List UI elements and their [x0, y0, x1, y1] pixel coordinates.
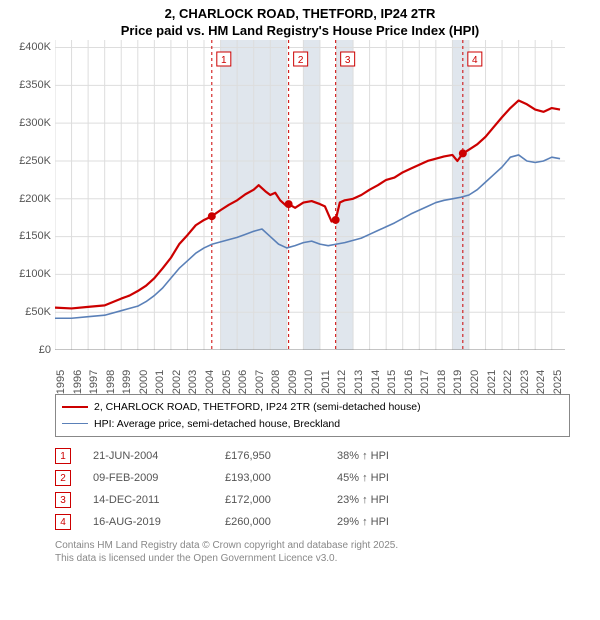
sale-row: 4 16-AUG-2019 £260,000 29% ↑ HPI [55, 511, 570, 533]
x-tick-label: 1997 [88, 370, 100, 394]
legend-swatch-2 [62, 423, 88, 424]
page-container: 2, CHARLOCK ROAD, THETFORD, IP24 2TR Pri… [0, 0, 600, 620]
x-tick-label: 2017 [419, 370, 431, 394]
chart-svg: 1 2 3 4 [55, 40, 565, 350]
x-tick-label: 2007 [254, 370, 266, 394]
sale-date: 16-AUG-2019 [93, 516, 203, 528]
x-tick-label: 2025 [552, 370, 564, 394]
x-tick-label: 2008 [270, 370, 282, 394]
y-tick-label: £50K [25, 306, 51, 318]
legend-row: 2, CHARLOCK ROAD, THETFORD, IP24 2TR (se… [62, 399, 563, 416]
y-tick-label: £100K [19, 268, 51, 280]
svg-text:4: 4 [472, 55, 478, 66]
x-tick-label: 2018 [436, 370, 448, 394]
title-line1: 2, CHARLOCK ROAD, THETFORD, IP24 2TR [0, 6, 600, 23]
x-tick-label: 2001 [154, 370, 166, 394]
x-tick-label: 1995 [55, 370, 67, 394]
y-tick-label: £0 [39, 344, 51, 356]
sale-date: 14-DEC-2011 [93, 494, 203, 506]
y-tick-label: £150K [19, 230, 51, 242]
sale-price: £260,000 [225, 516, 315, 528]
x-tick-label: 2004 [204, 370, 216, 394]
y-tick-label: £250K [19, 155, 51, 167]
x-tick-label: 2015 [386, 370, 398, 394]
svg-text:1: 1 [221, 55, 227, 66]
x-tick-label: 2023 [519, 370, 531, 394]
sale-price: £176,950 [225, 450, 315, 462]
sale-change: 38% ↑ HPI [337, 450, 389, 462]
sale-table: 1 21-JUN-2004 £176,950 38% ↑ HPI 2 09-FEB-200… [55, 445, 570, 533]
y-tick-label: £200K [19, 193, 51, 205]
svg-text:2: 2 [298, 55, 304, 66]
chart-area: 1 2 3 4 £0 £50K £100K £150K £200K £250K £300K £350… [0, 40, 600, 388]
y-tick-label: £400K [19, 41, 51, 53]
x-tick-label: 2013 [353, 370, 365, 394]
x-tick-label: 1996 [72, 370, 84, 394]
x-tick-label: 2020 [469, 370, 481, 394]
sale-row: 1 21-JUN-2004 £176,950 38% ↑ HPI [55, 445, 570, 467]
sale-marker-2: 2 [55, 470, 71, 486]
sale-price: £193,000 [225, 472, 315, 484]
x-tick-label: 2005 [221, 370, 233, 394]
legend-label-2: HPI: Average price, semi-detached house,… [94, 416, 340, 433]
sale-date: 09-FEB-2009 [93, 472, 203, 484]
x-tick-label: 2012 [336, 370, 348, 394]
sale-row: 3 14-DEC-2011 £172,000 23% ↑ HPI [55, 489, 570, 511]
sale-change: 29% ↑ HPI [337, 516, 389, 528]
sale-marker-1: 1 [55, 448, 71, 464]
sale-row: 2 09-FEB-2009 £193,000 45% ↑ HPI [55, 467, 570, 489]
x-tick-label: 2000 [138, 370, 150, 394]
x-tick-label: 2022 [502, 370, 514, 394]
legend-label-1: 2, CHARLOCK ROAD, THETFORD, IP24 2TR (se… [94, 399, 421, 416]
x-axis-labels: 1995199619971998199920002001200220032004… [55, 354, 565, 388]
sale-change: 45% ↑ HPI [337, 472, 389, 484]
legend-swatch-1 [62, 406, 88, 408]
sale-marker-3: 3 [55, 492, 71, 508]
title-line2: Price paid vs. HM Land Registry's House … [0, 23, 600, 40]
x-tick-label: 2024 [535, 370, 547, 394]
x-tick-label: 2009 [287, 370, 299, 394]
sale-date: 21-JUN-2004 [93, 450, 203, 462]
y-axis-labels: £0£50K£100K£150K£200K£250K£300K£350K£400… [0, 40, 51, 350]
y-tick-label: £300K [19, 117, 51, 129]
x-tick-label: 2010 [303, 370, 315, 394]
x-tick-label: 2006 [237, 370, 249, 394]
sale-marker-4: 4 [55, 514, 71, 530]
legend-box: 2, CHARLOCK ROAD, THETFORD, IP24 2TR (se… [55, 394, 570, 438]
svg-text:3: 3 [345, 55, 351, 66]
x-tick-label: 2021 [486, 370, 498, 394]
footer-line1: Contains HM Land Registry data © Crown c… [55, 539, 570, 552]
x-tick-label: 2016 [403, 370, 415, 394]
x-tick-label: 1998 [105, 370, 117, 394]
sale-change: 23% ↑ HPI [337, 494, 389, 506]
legend-row: HPI: Average price, semi-detached house,… [62, 416, 563, 433]
x-tick-label: 2014 [370, 370, 382, 394]
sale-price: £172,000 [225, 494, 315, 506]
x-tick-label: 2011 [320, 370, 332, 394]
x-tick-label: 2003 [187, 370, 199, 394]
x-tick-label: 2019 [452, 370, 464, 394]
y-tick-label: £350K [19, 79, 51, 91]
x-tick-label: 1999 [121, 370, 133, 394]
footer-line2: This data is licensed under the Open Gov… [55, 552, 570, 565]
footer-note: Contains HM Land Registry data © Crown c… [55, 539, 570, 565]
x-tick-label: 2002 [171, 370, 183, 394]
chart-title: 2, CHARLOCK ROAD, THETFORD, IP24 2TR Pri… [0, 0, 600, 40]
